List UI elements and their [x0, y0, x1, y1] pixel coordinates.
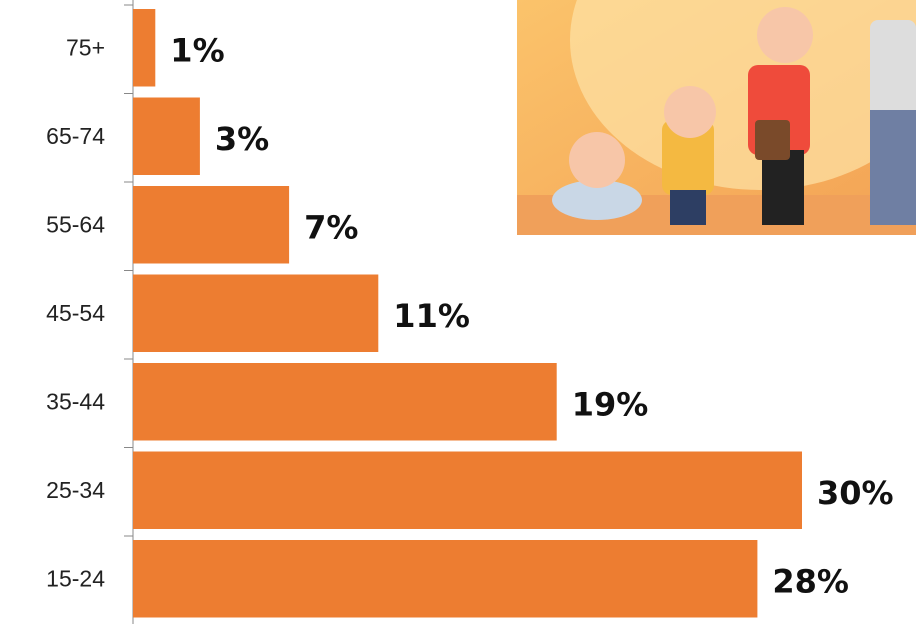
value-label: 28% — [772, 562, 849, 600]
bar — [133, 274, 379, 352]
value-label: 3% — [215, 120, 269, 158]
bar — [133, 97, 200, 175]
bar — [133, 186, 290, 264]
bar — [133, 540, 758, 618]
bar — [133, 9, 156, 87]
bar — [133, 363, 557, 441]
y-tick-label: 65-74 — [46, 123, 105, 149]
y-tick-label: 25-34 — [46, 477, 105, 503]
illustration — [517, 0, 916, 235]
y-tick-label: 75+ — [66, 34, 105, 60]
y-tick-label: 35-44 — [46, 388, 105, 414]
value-label: 11% — [393, 297, 470, 335]
value-label: 19% — [572, 385, 649, 423]
y-tick-label: 15-24 — [46, 565, 105, 591]
bar — [133, 451, 802, 529]
value-label: 30% — [817, 474, 894, 512]
y-tick-label: 45-54 — [46, 300, 105, 326]
value-label: 7% — [304, 208, 358, 246]
y-tick-label: 55-64 — [46, 211, 105, 237]
value-label: 1% — [170, 31, 224, 69]
